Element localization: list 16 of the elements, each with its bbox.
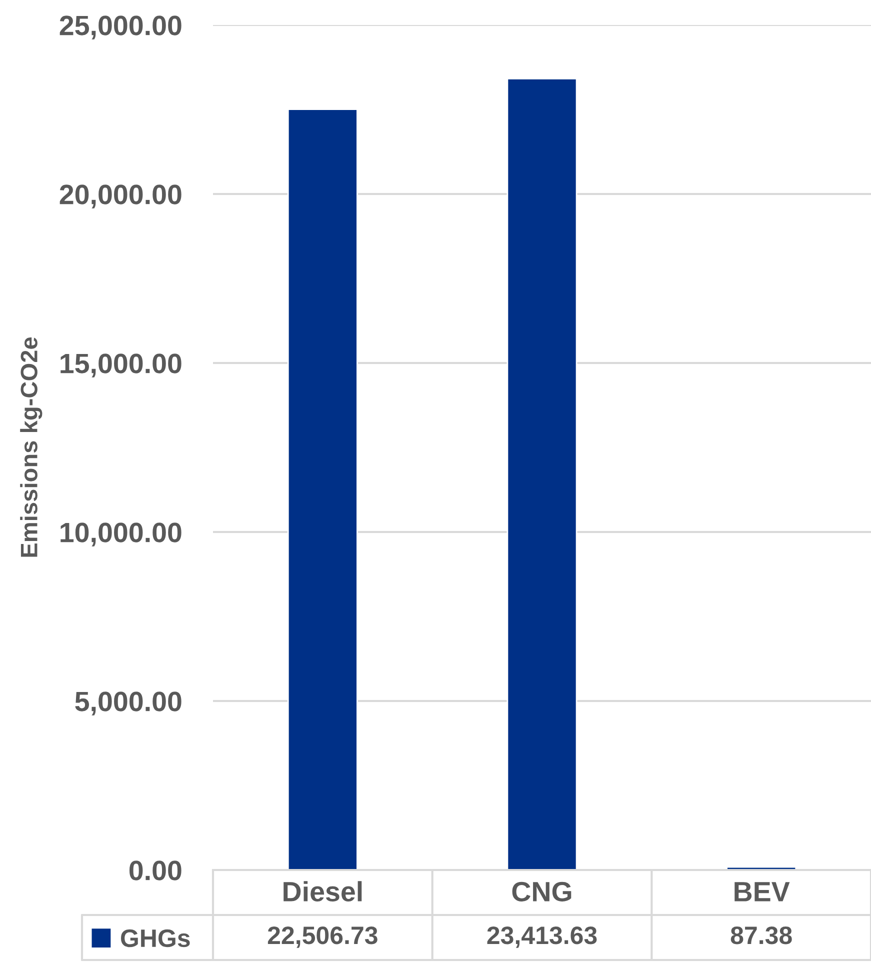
y-tick-label: 0.00 — [129, 860, 182, 880]
y-tick-label: 5,000.00 — [75, 692, 182, 716]
x-tick-label: BEV — [734, 882, 790, 902]
y-tick-label: 25,000.00 — [60, 16, 182, 40]
data-label: 22,506.73 — [268, 926, 378, 948]
x-tick-label: CNG — [512, 882, 572, 902]
y-axis-title: Emissions kg-CO2e — [20, 337, 42, 557]
x-tick-label: Diesel — [284, 881, 362, 902]
data-label: 23,413.63 — [487, 926, 597, 948]
legend-label: GHGs — [120, 929, 190, 948]
bar — [287, 108, 358, 870]
y-tick-label: 15,000.00 — [60, 354, 182, 378]
y-tick-label: 20,000.00 — [60, 184, 182, 208]
y-tick-label: 10,000.00 — [60, 522, 182, 546]
bar — [506, 78, 578, 870]
data-label: 87.38 — [730, 926, 792, 944]
